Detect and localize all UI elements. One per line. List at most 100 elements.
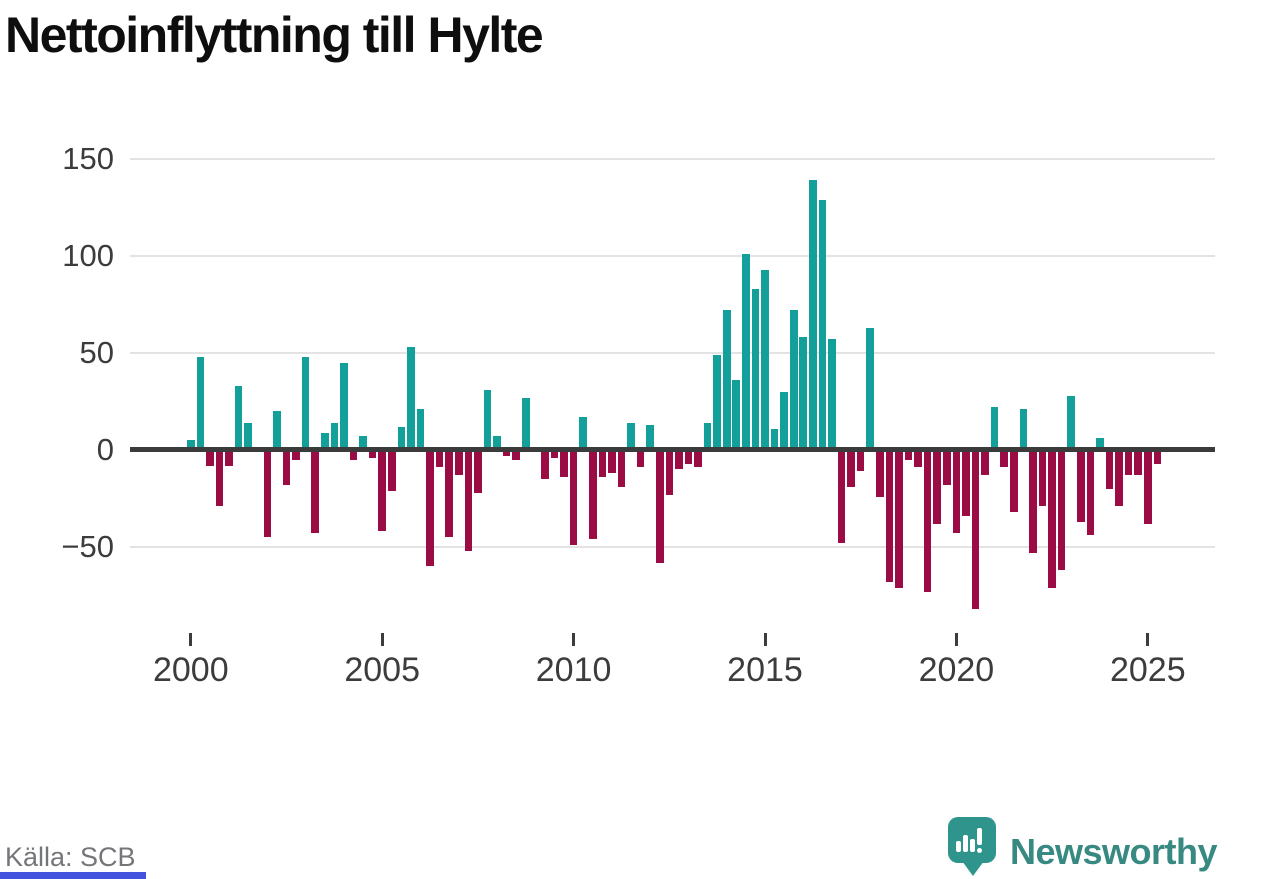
bar bbox=[550, 450, 559, 458]
bar bbox=[1067, 395, 1076, 450]
bar bbox=[397, 426, 406, 450]
bar bbox=[751, 288, 760, 450]
bar bbox=[722, 310, 731, 450]
bar bbox=[1010, 450, 1018, 513]
bar bbox=[1105, 450, 1114, 489]
bar bbox=[971, 450, 980, 610]
logo-exclamation-icon bbox=[977, 828, 982, 845]
bar bbox=[885, 450, 894, 582]
bar bbox=[1000, 450, 1009, 468]
bar bbox=[330, 422, 339, 450]
bar bbox=[196, 356, 205, 450]
bar bbox=[617, 450, 626, 487]
bar bbox=[225, 450, 233, 466]
bar bbox=[1115, 450, 1123, 507]
chart-title: Nettoinflyttning till Hylte bbox=[5, 7, 544, 63]
bar bbox=[273, 411, 281, 450]
bar bbox=[387, 450, 396, 491]
zero-axis-line bbox=[130, 447, 1215, 452]
bar bbox=[483, 389, 492, 450]
bar bbox=[675, 450, 683, 470]
x-axis-label: 2005 bbox=[344, 651, 420, 689]
bar bbox=[349, 450, 358, 460]
bar bbox=[359, 436, 367, 450]
bar bbox=[340, 362, 348, 450]
bar bbox=[990, 407, 999, 450]
bar bbox=[407, 347, 415, 450]
newsworthy-logo-icon bbox=[948, 817, 996, 863]
bar bbox=[1124, 450, 1133, 476]
bar bbox=[435, 450, 444, 468]
bar bbox=[454, 450, 463, 476]
bar bbox=[1153, 450, 1162, 464]
bar bbox=[541, 450, 549, 480]
bar bbox=[521, 397, 530, 450]
bar bbox=[627, 422, 635, 450]
bar bbox=[569, 450, 578, 546]
bar bbox=[512, 450, 520, 460]
bar bbox=[320, 432, 329, 450]
gridline-y-100 bbox=[130, 255, 1215, 257]
bar bbox=[943, 450, 951, 485]
bar bbox=[952, 450, 961, 534]
bar bbox=[1086, 450, 1095, 536]
bar bbox=[933, 450, 942, 524]
bar bbox=[292, 450, 300, 460]
bar bbox=[579, 417, 587, 450]
y-axis-label: 50 bbox=[79, 335, 114, 370]
gridline-y--50 bbox=[130, 546, 1215, 548]
bar bbox=[1019, 409, 1028, 450]
bar bbox=[368, 450, 377, 458]
y-axis-label: −50 bbox=[61, 529, 114, 564]
bar bbox=[493, 436, 501, 450]
bar bbox=[416, 409, 425, 450]
x-axis-tick bbox=[380, 633, 384, 646]
bar bbox=[1134, 450, 1143, 476]
bar bbox=[206, 450, 214, 466]
bar bbox=[828, 339, 836, 450]
bar bbox=[474, 450, 482, 493]
newsworthy-wordmark: Newsworthy bbox=[1010, 831, 1218, 872]
bar bbox=[694, 450, 702, 468]
x-axis-tick bbox=[189, 633, 193, 646]
source-note: Källa: SCB bbox=[5, 842, 136, 872]
bar bbox=[703, 422, 712, 450]
gridline-y-150 bbox=[130, 158, 1215, 160]
bottom-accent-bar bbox=[0, 872, 146, 879]
bar bbox=[809, 180, 817, 450]
bar bbox=[426, 450, 434, 567]
bar bbox=[1029, 450, 1037, 553]
x-axis-tick bbox=[572, 633, 576, 646]
bar bbox=[866, 327, 875, 450]
logo-bar-icon bbox=[956, 841, 961, 852]
bar bbox=[598, 450, 607, 478]
bar bbox=[301, 356, 310, 450]
bar bbox=[770, 428, 779, 450]
bar bbox=[981, 450, 989, 476]
y-axis-label: 100 bbox=[62, 238, 114, 273]
bar bbox=[1077, 450, 1085, 522]
bar bbox=[244, 422, 252, 450]
logo-exclamation-dot-icon bbox=[977, 848, 982, 853]
y-axis-label: 150 bbox=[62, 141, 114, 176]
bar bbox=[847, 450, 855, 487]
bar bbox=[876, 450, 884, 497]
bar bbox=[187, 440, 195, 450]
bar bbox=[761, 269, 769, 450]
bar bbox=[780, 391, 788, 450]
bar bbox=[713, 354, 721, 450]
bar bbox=[1096, 438, 1104, 450]
bar bbox=[234, 385, 243, 450]
bar bbox=[837, 450, 846, 544]
bar bbox=[1057, 450, 1066, 571]
bar bbox=[1144, 450, 1152, 524]
gridline-y-50 bbox=[130, 352, 1215, 354]
bar bbox=[789, 310, 798, 450]
bar bbox=[311, 450, 319, 534]
bar bbox=[732, 380, 741, 450]
bar bbox=[608, 450, 616, 474]
bar bbox=[1048, 450, 1056, 588]
bar bbox=[923, 450, 932, 592]
logo-bar-icon bbox=[963, 835, 968, 852]
